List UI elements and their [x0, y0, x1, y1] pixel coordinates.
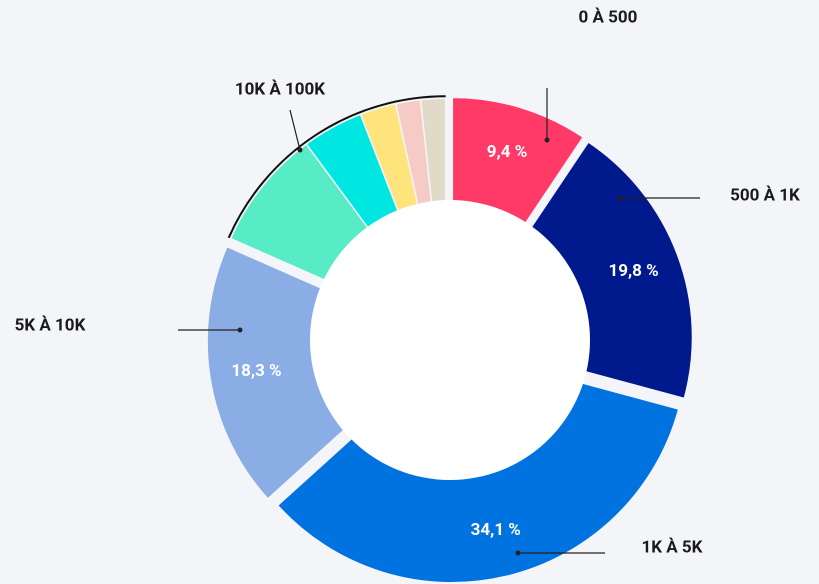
- value-label: 19,8 %: [608, 261, 658, 281]
- value-label: 18,3 %: [231, 361, 281, 381]
- leader-dot: [297, 147, 303, 153]
- category-label: 1K À 5K: [642, 537, 703, 557]
- leader-line: [289, 109, 301, 151]
- category-label: 5K À 10K: [15, 315, 86, 335]
- leader-dot: [617, 195, 623, 201]
- group-label: 10K À 100K: [235, 79, 325, 99]
- category-label: 500 À 1K: [730, 185, 800, 205]
- group-bracket: [227, 95, 446, 239]
- value-label: 34,1 %: [471, 520, 521, 540]
- category-label: 0 À 500: [579, 7, 638, 27]
- leader-dot: [515, 550, 521, 556]
- value-label: 9,4 %: [487, 142, 527, 162]
- leader-dot: [544, 137, 550, 143]
- donut-hole: [310, 200, 590, 480]
- leader-dot: [237, 327, 243, 333]
